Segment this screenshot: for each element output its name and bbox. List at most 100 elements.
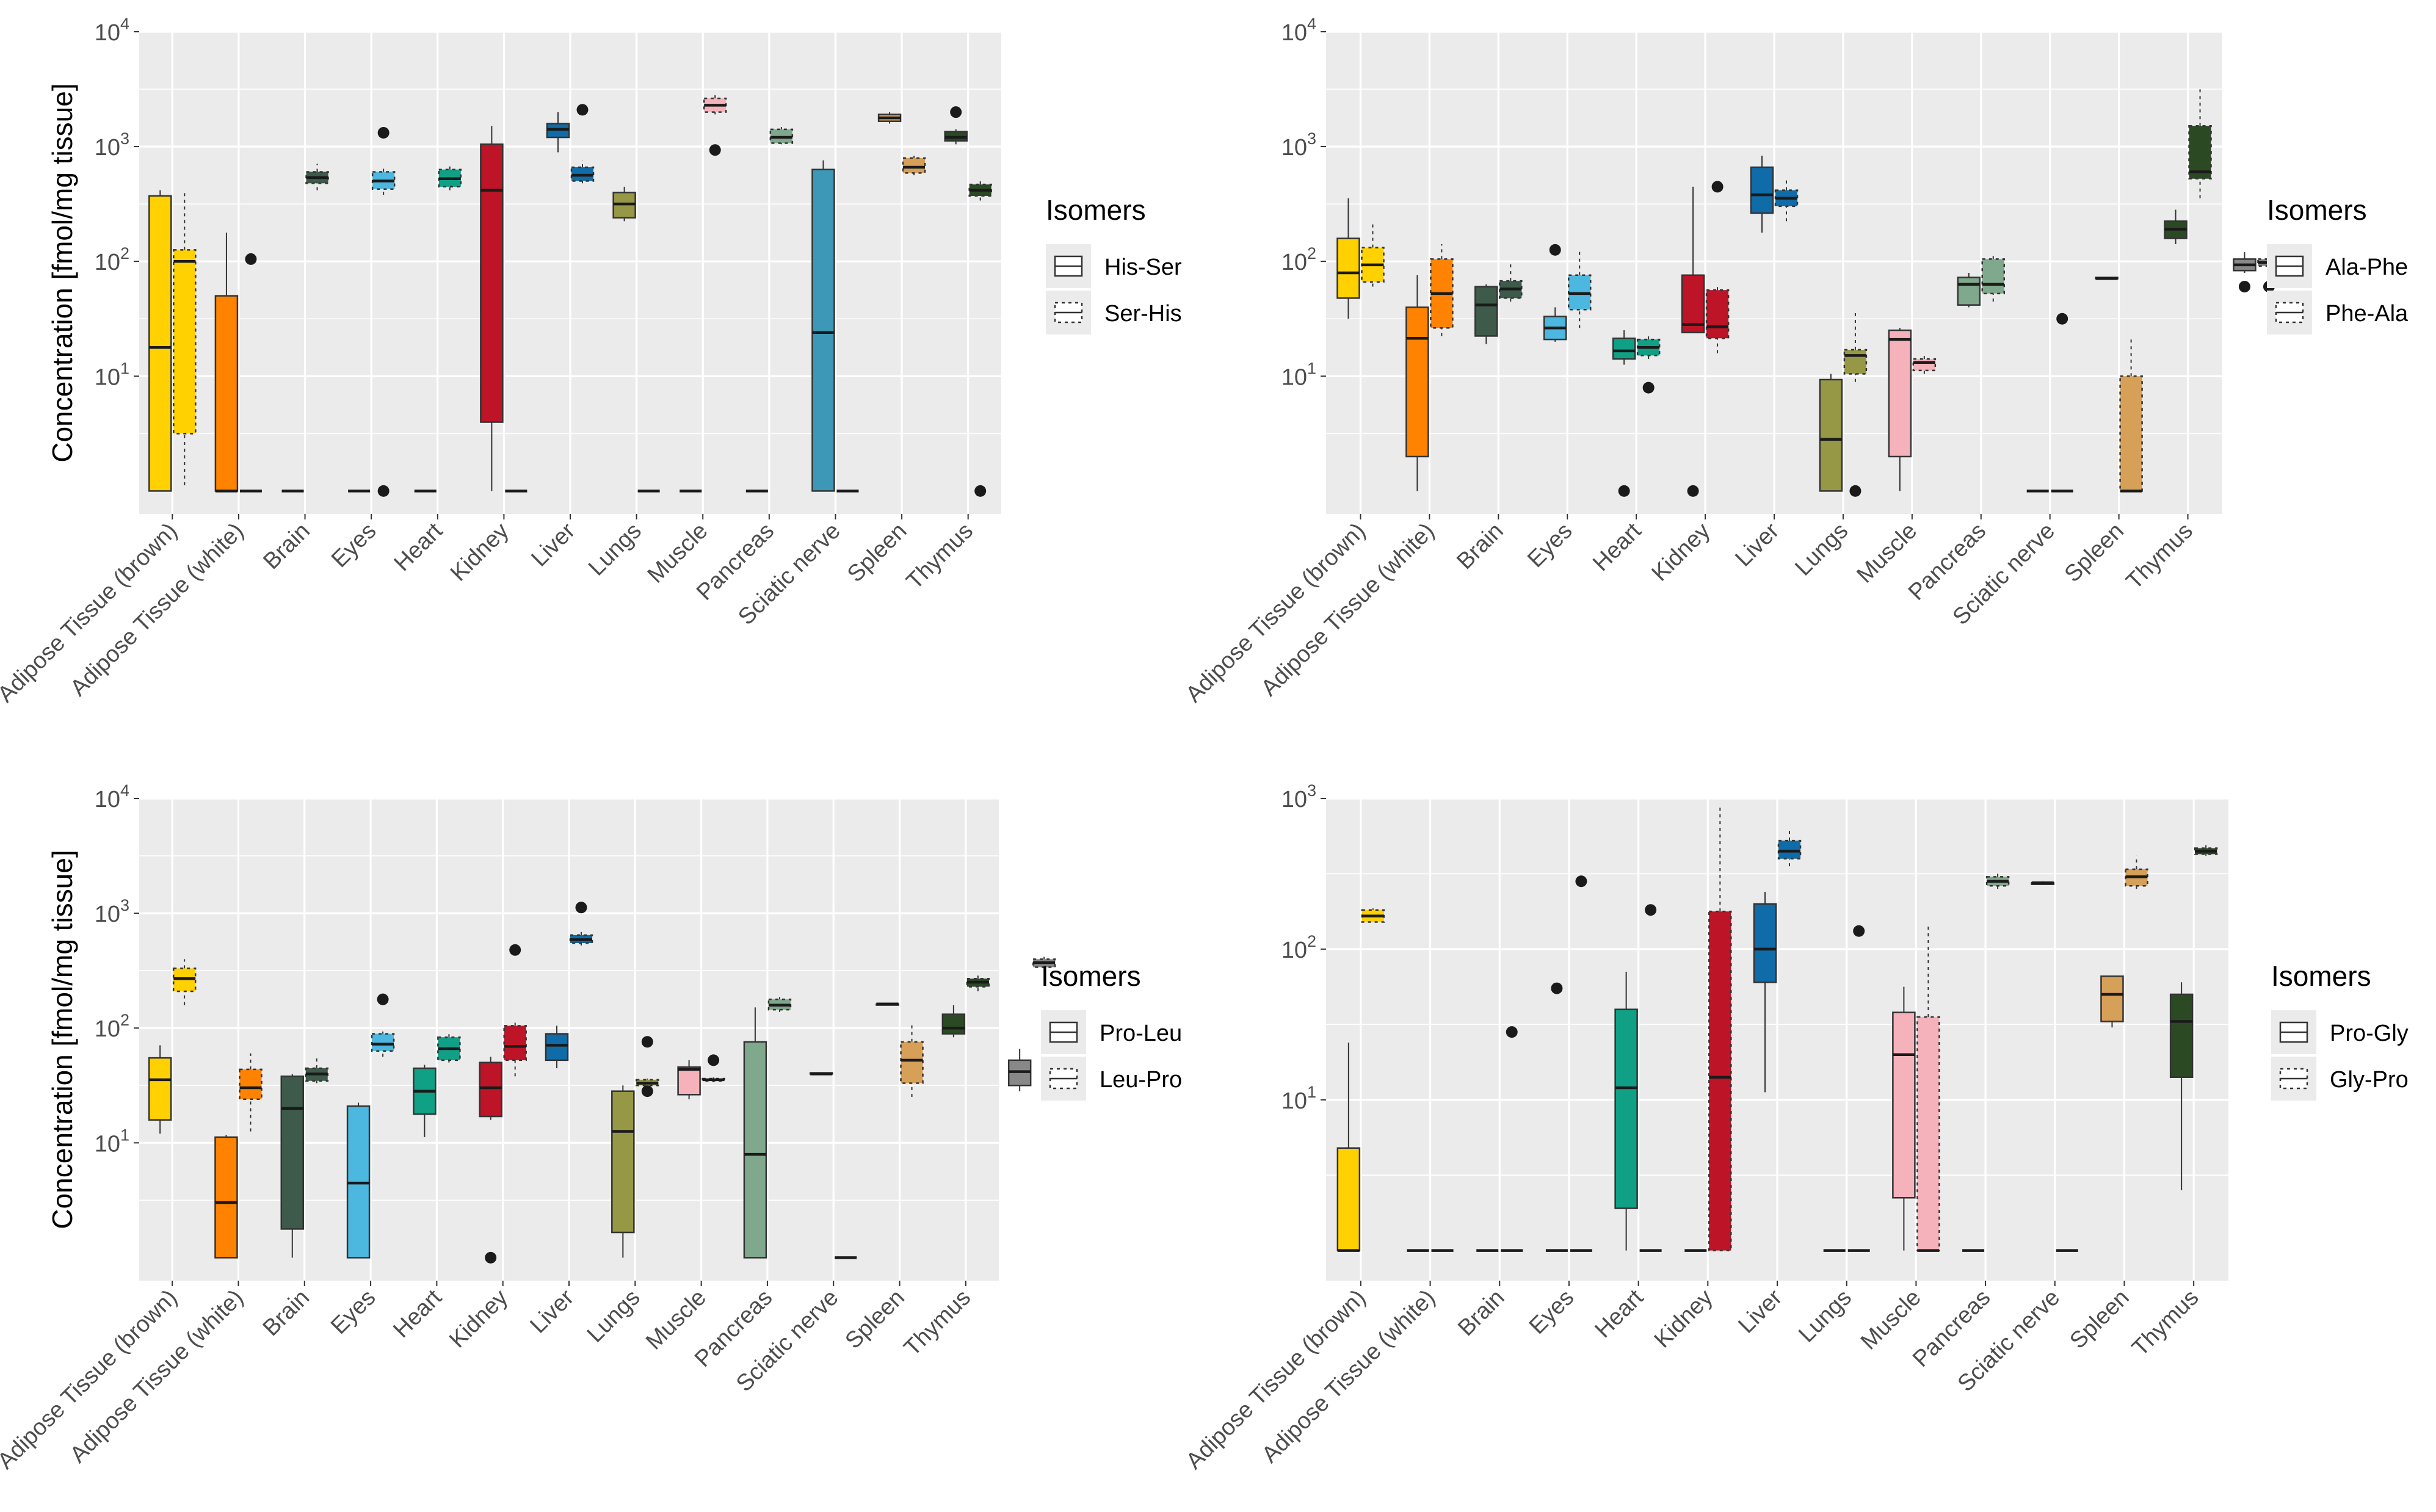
y-tick-exponent: 2 bbox=[1307, 244, 1316, 262]
box-dotted bbox=[1499, 263, 1523, 302]
y-tick-label: 102 bbox=[1281, 244, 1316, 275]
outlier-point bbox=[1645, 904, 1657, 916]
y-tick-label: 103 bbox=[95, 896, 129, 927]
y-tick-label: 101 bbox=[95, 359, 129, 390]
box-dotted bbox=[1912, 355, 1937, 374]
outlier-point bbox=[2056, 313, 2068, 325]
x-tick-label: Liver bbox=[526, 518, 580, 571]
box-dotted bbox=[1430, 244, 1454, 336]
box-body bbox=[1405, 306, 1429, 458]
y-tick-exponent: 3 bbox=[1307, 781, 1316, 800]
x-tick-label: Liver bbox=[525, 1284, 579, 1338]
outlier-point bbox=[709, 144, 721, 156]
box-dotted bbox=[1708, 806, 1732, 1251]
box-solid bbox=[1336, 198, 1360, 319]
box-solid bbox=[148, 190, 172, 492]
x-tick-label: Spleen bbox=[2065, 1285, 2134, 1354]
x-tick-label: Brain bbox=[258, 518, 314, 574]
y-tick-exponent: 4 bbox=[120, 15, 129, 33]
box-dotted bbox=[437, 1033, 461, 1063]
box-body bbox=[1681, 274, 1705, 334]
box-body bbox=[1614, 1008, 1638, 1209]
y-tick-label: 102 bbox=[95, 244, 129, 275]
box-dotted bbox=[1843, 313, 1868, 497]
outlier-point bbox=[1618, 485, 1630, 497]
outlier-point bbox=[575, 902, 587, 914]
box-body bbox=[811, 168, 835, 492]
x-tick-label: Thymus bbox=[2122, 518, 2198, 595]
x-tick-label: Lungs bbox=[1794, 1285, 1857, 1348]
box-solid bbox=[2169, 982, 2194, 1190]
box-dotted bbox=[2125, 855, 2148, 889]
box-body bbox=[2100, 975, 2124, 1022]
legend-title: Isomers bbox=[2271, 960, 2371, 992]
y-tick-base: 10 bbox=[95, 1016, 120, 1042]
box-body bbox=[148, 1057, 172, 1121]
legend: Isomers His-Ser Ser-His bbox=[1046, 194, 1182, 335]
box-dotted bbox=[1777, 828, 1802, 867]
x-tick-label: Heart bbox=[388, 1284, 447, 1343]
legend-title: Isomers bbox=[2267, 194, 2367, 226]
y-tick-base: 10 bbox=[95, 787, 120, 812]
y-tick-base: 10 bbox=[95, 250, 120, 275]
box-solid bbox=[346, 1102, 371, 1259]
x-tick-label: Kidney bbox=[1650, 1285, 1718, 1353]
y-tick-base: 10 bbox=[1281, 364, 1307, 390]
box-body bbox=[479, 1062, 502, 1118]
box-dotted bbox=[172, 959, 197, 1005]
y-tick-exponent: 3 bbox=[120, 129, 129, 148]
box-body bbox=[280, 1075, 305, 1230]
box-solid bbox=[1888, 328, 1912, 491]
box-solid bbox=[611, 1085, 635, 1258]
outlier-point bbox=[2238, 281, 2250, 293]
box-solid bbox=[2031, 881, 2055, 885]
box-solid bbox=[941, 1005, 966, 1038]
outlier-point bbox=[377, 127, 390, 139]
y-tick-label: 103 bbox=[1281, 129, 1316, 161]
box-body bbox=[1912, 358, 1937, 372]
y-tick-exponent: 1 bbox=[120, 1126, 129, 1144]
box-body bbox=[902, 157, 926, 174]
box-solid bbox=[413, 1065, 437, 1137]
y-tick-exponent: 4 bbox=[1307, 15, 1316, 33]
box-solid bbox=[877, 112, 902, 124]
box-body bbox=[611, 1090, 635, 1234]
legend-label: Gly-Pro bbox=[2330, 1067, 2409, 1093]
outlier-point bbox=[1687, 485, 1699, 497]
box-dotted bbox=[2194, 845, 2218, 856]
y-tick-label: 101 bbox=[1281, 1083, 1316, 1114]
outlier-point bbox=[974, 485, 987, 497]
box-body bbox=[214, 295, 239, 492]
box-body bbox=[1888, 329, 1912, 458]
box-dotted bbox=[703, 95, 727, 156]
box-solid bbox=[1612, 330, 1636, 497]
box-dotted bbox=[2051, 313, 2073, 493]
box-body bbox=[743, 1041, 767, 1259]
x-tick-label: Spleen bbox=[2060, 518, 2129, 587]
legend-label: Leu-Pro bbox=[1100, 1067, 1182, 1093]
legend: Isomers Pro-Leu Leu-Pro bbox=[1041, 960, 1182, 1101]
legend-label: Pro-Gly bbox=[2330, 1021, 2409, 1046]
outlier-point bbox=[1642, 382, 1655, 394]
x-tick-label: Heart bbox=[390, 518, 448, 576]
box-body bbox=[1981, 258, 2006, 295]
y-tick-exponent: 1 bbox=[1307, 1083, 1316, 1101]
box-body bbox=[173, 249, 197, 435]
outlier-point bbox=[377, 485, 390, 497]
box-dotted bbox=[438, 164, 462, 190]
box-dotted bbox=[239, 1053, 263, 1132]
outlier-point bbox=[485, 1251, 497, 1264]
x-tick-label: Brain bbox=[258, 1285, 314, 1341]
box-solid bbox=[1336, 1042, 1361, 1252]
box-dotted bbox=[1501, 1026, 1523, 1252]
y-tick-base: 10 bbox=[1281, 787, 1307, 812]
y-tick-base: 10 bbox=[95, 1131, 120, 1157]
y-tick-base: 10 bbox=[95, 902, 120, 927]
box-dotted bbox=[305, 1057, 329, 1083]
outlier-point bbox=[641, 1085, 653, 1098]
box-body bbox=[1957, 277, 1981, 306]
box-body bbox=[1612, 337, 1636, 360]
